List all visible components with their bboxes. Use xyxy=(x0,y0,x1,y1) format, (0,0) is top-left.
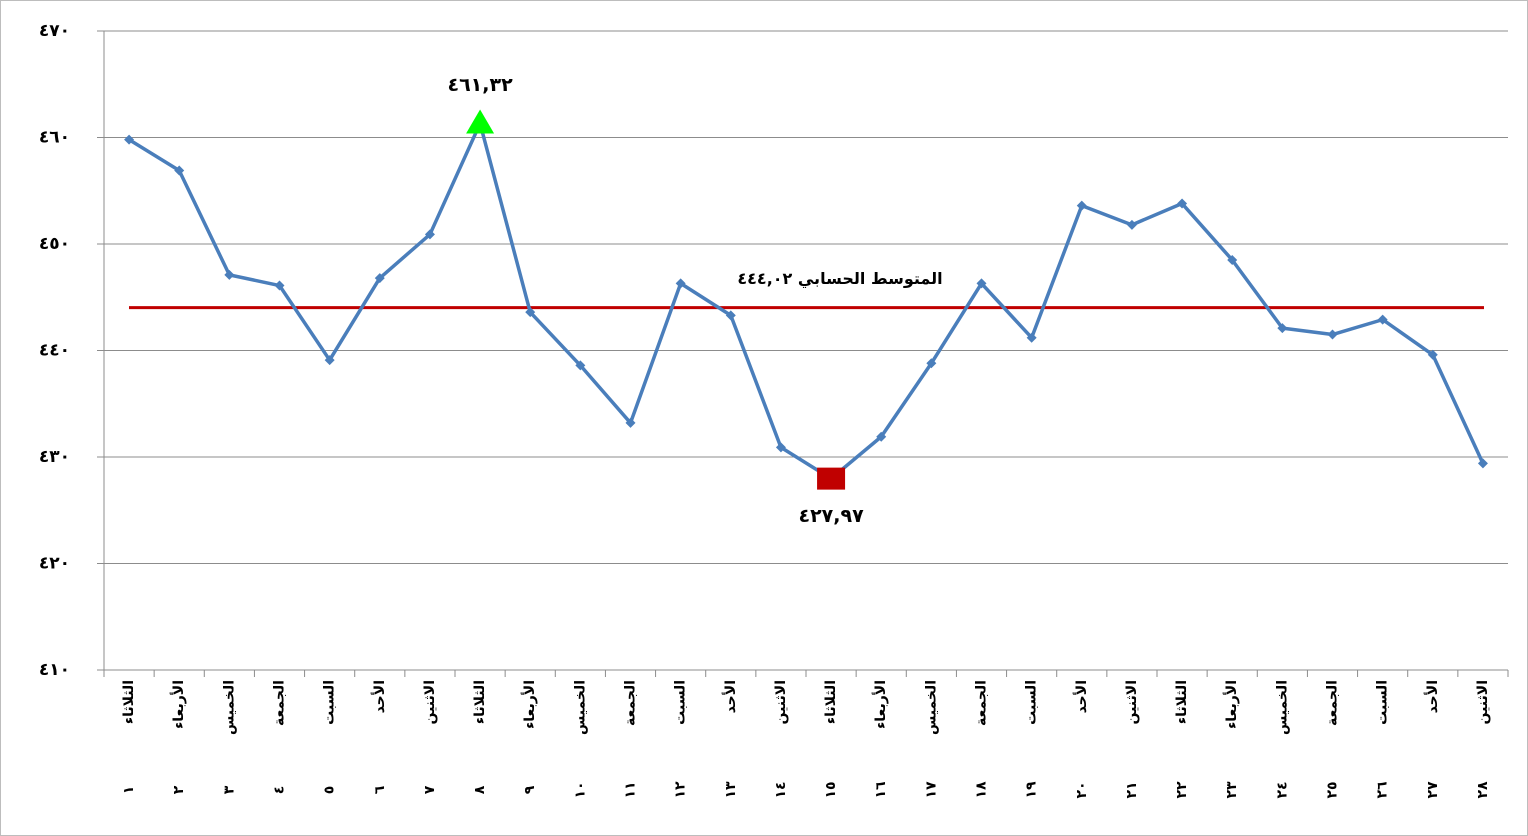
x-tick-label: الأحد xyxy=(371,680,388,713)
day-number: ٩ xyxy=(522,785,538,794)
x-tick-label: الخميس xyxy=(923,680,939,735)
data-point xyxy=(1177,198,1188,209)
day-number: ٣ xyxy=(221,785,237,794)
day-number: ٢٧ xyxy=(1425,781,1441,799)
x-tick-label: الأربعاء xyxy=(872,680,889,729)
y-tick-label: ٤٦٠ xyxy=(39,128,70,148)
day-number: ١٧ xyxy=(923,781,939,799)
min-label: ٤٢٧,٩٧ xyxy=(798,505,864,527)
x-tick-label: الاثنين xyxy=(422,680,438,725)
day-number: ٢١ xyxy=(1124,781,1140,798)
x-tick-label: الخميس xyxy=(572,680,588,735)
x-tick-label: الاثنين xyxy=(1475,680,1491,725)
x-tick-label: الخميس xyxy=(221,680,237,735)
data-point xyxy=(1227,254,1238,265)
data-point xyxy=(775,442,786,453)
x-tick-label: الأربعاء xyxy=(521,680,538,729)
data-point xyxy=(1477,458,1488,469)
day-number: ٢٢ xyxy=(1174,781,1190,799)
day-number: ٥ xyxy=(322,786,338,795)
data-point xyxy=(625,417,636,428)
data-point xyxy=(876,431,887,442)
day-number: ٢٣ xyxy=(1224,781,1240,799)
x-tick-label: الثلاثاء xyxy=(472,680,488,724)
min-marker xyxy=(817,467,846,490)
day-number: ٤ xyxy=(272,786,288,795)
data-point xyxy=(926,358,937,369)
data-point xyxy=(1377,314,1388,325)
x-tick-label: الأحد xyxy=(1424,680,1441,713)
mean-label: المتوسط الحسابي ٤٤٤,٠٢ xyxy=(737,269,942,289)
x-tick-label: الجمعة xyxy=(272,680,288,726)
x-tick-label: السبت xyxy=(1375,680,1391,725)
data-point xyxy=(424,229,435,240)
data-point xyxy=(274,280,285,291)
x-tick-label: الأربعاء xyxy=(1223,680,1240,729)
data-point xyxy=(174,165,185,176)
y-tick-label: ٤٥٠ xyxy=(39,234,70,254)
day-number: ١٤ xyxy=(773,781,789,798)
data-point xyxy=(1026,332,1037,343)
y-tick-label: ٤٤٠ xyxy=(39,341,70,361)
day-number: ١٢ xyxy=(673,781,689,799)
data-point xyxy=(1427,349,1438,360)
data-point xyxy=(675,278,686,289)
x-tick-label: الخميس xyxy=(1274,680,1290,735)
x-tick-label: الثلاثاء xyxy=(121,680,137,724)
data-point xyxy=(224,269,235,280)
day-number: ٢ xyxy=(171,785,187,794)
data-point xyxy=(1327,329,1338,340)
day-number: ١ xyxy=(121,786,137,795)
day-number: ١٨ xyxy=(974,781,990,799)
data-point xyxy=(124,134,135,145)
x-tick-label: الثلاثاء xyxy=(1174,680,1190,724)
x-tick-label: الاثنين xyxy=(1124,680,1140,725)
data-point xyxy=(1076,200,1087,211)
data-point xyxy=(1126,219,1137,230)
y-tick-label: ٤١٠ xyxy=(39,660,70,680)
data-point xyxy=(575,360,586,371)
day-number: ٢٤ xyxy=(1274,781,1290,798)
data-point xyxy=(1277,323,1288,334)
x-tick-label: السبت xyxy=(1024,680,1040,725)
x-tick-label: الجمعة xyxy=(623,680,639,726)
data-point xyxy=(374,273,385,284)
max-marker xyxy=(466,109,495,134)
day-number: ٢٥ xyxy=(1325,781,1341,798)
day-number: ١٦ xyxy=(873,781,889,799)
series-line xyxy=(128,121,1485,481)
y-tick-label: ٤٢٠ xyxy=(39,554,70,574)
x-tick-label: الأحد xyxy=(1073,680,1090,713)
day-number: ١٩ xyxy=(1024,781,1040,799)
x-tick-label: الاثنين xyxy=(773,680,789,725)
day-number: ١٥ xyxy=(823,781,839,798)
day-number: ١٠ xyxy=(572,781,588,798)
data-point xyxy=(324,355,335,366)
x-tick-label: السبت xyxy=(673,680,689,725)
x-tick-label: السبت xyxy=(322,680,338,725)
x-tick-label: الجمعة xyxy=(1325,680,1341,726)
day-number: ٢٨ xyxy=(1475,781,1491,799)
day-number: ٦ xyxy=(372,785,388,794)
data-point xyxy=(525,307,536,318)
data-point xyxy=(976,278,987,289)
x-tick-label: الأربعاء xyxy=(170,680,187,729)
day-number: ١١ xyxy=(623,781,639,798)
x-tick-label: الأحد xyxy=(722,680,739,713)
y-tick-label: ٤٣٠ xyxy=(39,447,70,467)
x-tick-label: الجمعة xyxy=(974,680,990,726)
data-point xyxy=(725,310,736,321)
day-number: ١٣ xyxy=(723,781,739,799)
y-tick-label: ٤٧٠ xyxy=(39,21,70,41)
x-tick-label: الثلاثاء xyxy=(823,680,839,724)
day-number: ٧ xyxy=(422,785,438,794)
day-number: ٢٠ xyxy=(1074,781,1090,798)
day-number: ٢٦ xyxy=(1375,781,1391,799)
day-number: ٨ xyxy=(472,785,488,794)
max-label: ٤٦١,٣٢ xyxy=(447,74,513,96)
